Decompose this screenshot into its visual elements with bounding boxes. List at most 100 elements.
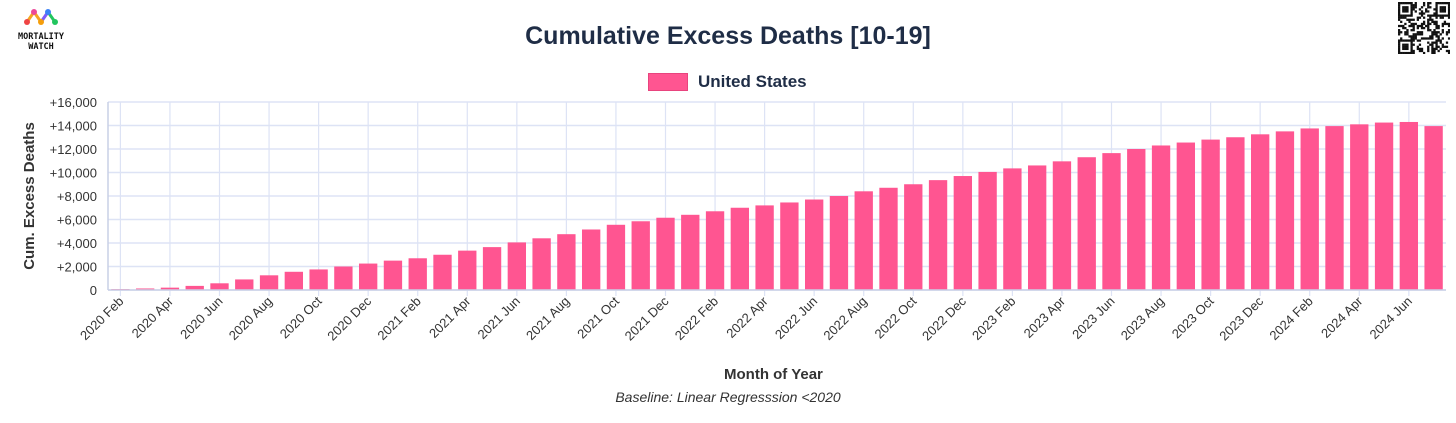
bar: [631, 221, 650, 290]
bar: [309, 269, 328, 290]
x-tick-label: 2023 Dec: [1216, 293, 1266, 343]
bar: [433, 254, 452, 290]
x-tick-label: 2023 Jun: [1069, 294, 1117, 342]
bar: [1424, 126, 1443, 291]
bar: [780, 202, 799, 290]
bar: [507, 242, 527, 290]
bar: [581, 229, 601, 290]
logo-text-line1: MORTALITY: [17, 32, 65, 42]
x-tick-label: 2023 Oct: [1169, 293, 1217, 341]
bar: [259, 275, 279, 290]
y-axis-label: Cum. Excess Deaths: [21, 122, 38, 270]
bar: [755, 205, 774, 290]
bar: [928, 180, 948, 290]
bar: [1350, 124, 1369, 290]
bar: [383, 260, 403, 290]
x-tick-label: 2020 Feb: [77, 294, 126, 343]
x-tick-label: 2020 Dec: [324, 293, 374, 343]
bar: [829, 196, 849, 290]
bar: [1052, 161, 1072, 290]
x-tick-label: 2020 Oct: [277, 293, 325, 341]
bar: [681, 214, 700, 290]
logo-text-line2: WATCH: [28, 42, 54, 52]
bar: [160, 287, 180, 290]
x-tick-label: 2024 Jun: [1367, 294, 1415, 342]
bar: [284, 271, 304, 290]
bar: [210, 283, 229, 290]
x-axis-label: Month of Year: [724, 366, 823, 383]
bar: [408, 258, 427, 290]
bar: [557, 234, 576, 290]
bar: [185, 285, 204, 290]
x-tick-label: 2021 Feb: [374, 294, 423, 343]
bar: [135, 288, 155, 290]
bar: [458, 250, 477, 290]
bar: [1003, 168, 1022, 290]
x-tick-label: 2021 Jun: [475, 294, 523, 342]
x-tick-label: 2023 Aug: [1118, 294, 1167, 343]
bar: [235, 279, 254, 290]
x-tick-label: 2022 Apr: [723, 293, 771, 341]
x-tick-label: 2024 Feb: [1266, 294, 1315, 343]
chart-title: Cumulative Excess Deaths [10-19]: [525, 22, 931, 50]
x-tick-label: 2022 Aug: [820, 294, 869, 343]
x-tick-label: 2022 Oct: [871, 293, 919, 341]
bar: [953, 176, 973, 290]
bar: [358, 263, 378, 290]
y-tick-label: +10,000: [50, 166, 97, 181]
bar: [1127, 149, 1146, 290]
bar: [1300, 128, 1319, 290]
bar: [334, 266, 353, 290]
bar: [1102, 153, 1121, 290]
x-tick-label: 2022 Jun: [772, 294, 820, 342]
x-tick-label: 2023 Apr: [1021, 293, 1069, 341]
bar: [1399, 121, 1419, 290]
legend-swatch: [648, 73, 688, 91]
x-tick-label: 2021 Apr: [426, 293, 474, 341]
x-tick-label: 2020 Aug: [226, 294, 275, 343]
bar: [705, 211, 725, 290]
x-tick-label: 2020 Jun: [177, 294, 225, 342]
bar: [854, 191, 873, 290]
bar: [978, 171, 997, 290]
bar: [1325, 126, 1344, 291]
y-tick-label: +16,000: [50, 95, 97, 110]
y-tick-label: +14,000: [50, 119, 97, 134]
bar: [904, 184, 923, 290]
bar: [730, 207, 750, 290]
x-tick-label: 2021 Dec: [622, 293, 672, 343]
bar: [1151, 145, 1171, 290]
chart-subtitle: Baseline: Linear Regresssion <2020: [615, 389, 841, 405]
x-tick-label: 2022 Dec: [919, 293, 969, 343]
logo-text: MORTALITY WATCH: [8, 32, 74, 52]
y-tick-label: +6,000: [57, 213, 97, 228]
qr-code: [1398, 2, 1450, 54]
bar: [1176, 142, 1196, 290]
bar: [1374, 122, 1394, 290]
x-tick-label: 2023 Feb: [969, 294, 1018, 343]
bar: [1275, 131, 1295, 290]
bar: [804, 199, 824, 290]
bar: [606, 224, 626, 290]
bar: [532, 238, 551, 290]
bar: [879, 187, 898, 290]
bar: [482, 247, 502, 290]
x-tick-label: 2021 Oct: [574, 293, 622, 341]
y-tick-label: +4,000: [57, 236, 97, 251]
x-tick-label: 2022 Feb: [672, 294, 721, 343]
y-tick-label: +2,000: [57, 260, 97, 275]
mortality-watch-logo: MORTALITY WATCH: [8, 8, 78, 56]
bar: [1226, 137, 1245, 290]
y-tick-label: +12,000: [50, 142, 97, 157]
x-tick-label: 2020 Apr: [129, 293, 177, 341]
bar: [656, 217, 675, 290]
chart-legend[interactable]: United States: [648, 71, 807, 93]
legend-label: United States: [698, 72, 807, 91]
bar: [1201, 139, 1220, 290]
y-tick-label: +8,000: [57, 189, 97, 204]
x-tick-label: 2021 Aug: [523, 294, 572, 343]
y-tick-label: 0: [90, 283, 97, 298]
bar: [1077, 157, 1096, 290]
x-tick-label: 2024 Apr: [1318, 293, 1366, 341]
